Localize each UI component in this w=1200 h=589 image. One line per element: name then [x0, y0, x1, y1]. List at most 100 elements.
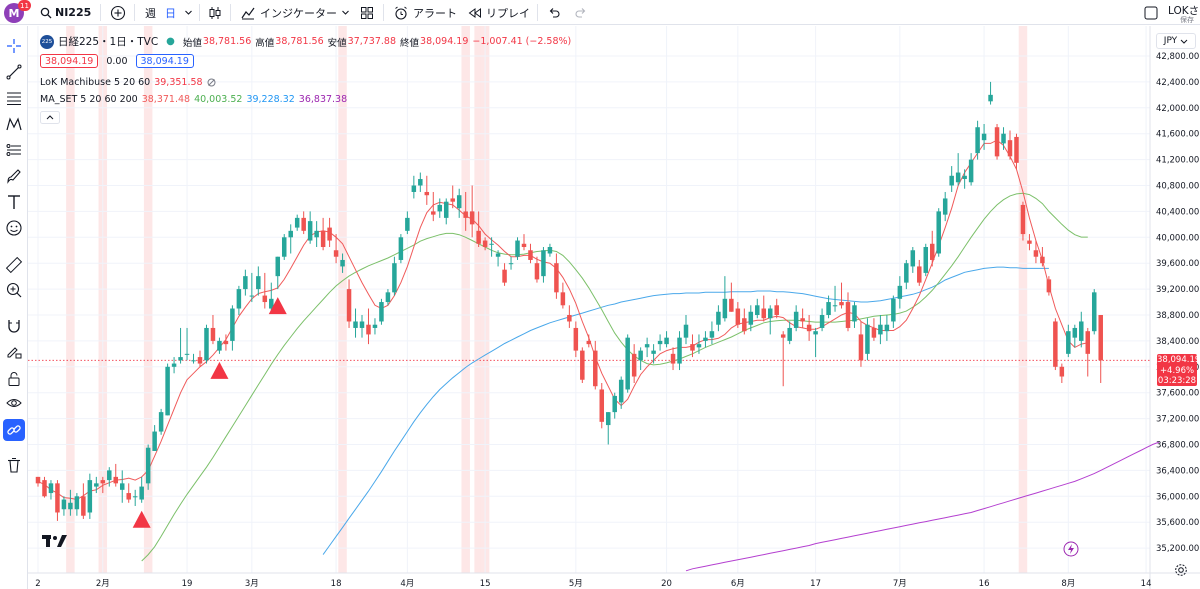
symbol-legend-row[interactable]: 225 日経225・1日・TVC ● 始値 38,781.56 高値 38,781.…: [40, 34, 572, 49]
undo-button[interactable]: [547, 2, 561, 23]
candle-body: [826, 302, 831, 315]
candle-body: [476, 230, 481, 244]
crosshair-tool[interactable]: [3, 35, 25, 57]
price-tick-label: 38,800.00: [1156, 311, 1199, 321]
price-chart[interactable]: 42,800.00 42,400.00 42,000.00 41,600.00 41,2…: [28, 26, 1200, 589]
indicators-icon: [241, 7, 255, 19]
legend-collapse-button[interactable]: [40, 111, 60, 124]
tradingview-logo[interactable]: [42, 535, 68, 549]
candle-body: [787, 327, 792, 341]
buy-price-box[interactable]: 38,094.19: [135, 54, 194, 68]
forecast-tool[interactable]: [3, 139, 25, 161]
magnet-tool[interactable]: [3, 315, 25, 337]
fib-retracement-tool[interactable]: [3, 87, 25, 109]
chart-type-button[interactable]: [207, 2, 223, 23]
candle-body: [625, 337, 630, 390]
delete-drawings-tool[interactable]: [3, 454, 25, 476]
candle-body: [243, 276, 248, 290]
time-tick-label: 20: [661, 579, 672, 589]
zoom-in-tool[interactable]: [3, 279, 25, 301]
interval-dropdown[interactable]: [184, 2, 193, 23]
candle-body: [521, 243, 527, 248]
candle-body: [126, 493, 131, 500]
candle-body: [217, 340, 222, 351]
gear-icon[interactable]: [1174, 563, 1188, 577]
indicator-row-machibuse[interactable]: LoK Machibuse 5 20 60 39,351.58: [40, 77, 216, 88]
candle-body: [703, 337, 708, 341]
trade-buttons-row: 38,094.19 0.00 38,094.19: [40, 54, 194, 68]
text-tool[interactable]: [3, 191, 25, 213]
brush-tool[interactable]: [3, 165, 25, 187]
price-tick-label: 36,400.00: [1156, 466, 1199, 476]
time-axis[interactable]: 2 2月 19 3月 18 4月 15 5月 20 6月 17 7月 16 8月 14: [35, 579, 1151, 589]
trendline-tool[interactable]: [3, 61, 25, 83]
layout-checkbox[interactable]: [1144, 2, 1158, 23]
candle-body: [806, 324, 812, 332]
candle-body: [670, 353, 676, 364]
candle-body: [722, 298, 728, 319]
time-tick-label: 3月: [245, 579, 259, 589]
time-tick-label: 18: [331, 579, 342, 589]
avatar-letter: M: [8, 6, 20, 20]
candle-body: [605, 412, 611, 426]
candle-body: [755, 305, 760, 315]
candle-body: [456, 195, 462, 209]
candle-body: [696, 344, 702, 348]
candle-body: [580, 350, 585, 380]
time-tick-label: 6月: [731, 579, 745, 589]
candle-body: [774, 305, 779, 315]
measure-tool[interactable]: [3, 254, 25, 276]
replay-button[interactable]: リプレイ: [468, 2, 530, 23]
compare-symbol-button[interactable]: [110, 2, 126, 23]
emoji-tool[interactable]: [3, 217, 25, 239]
save-status[interactable]: 保存: [1180, 16, 1194, 24]
candle-body: [677, 337, 682, 364]
currency-selector[interactable]: JPY: [1156, 33, 1196, 49]
lock-drawings-tool[interactable]: [3, 368, 25, 390]
candle-body: [852, 305, 857, 322]
last-price-change: +4.96%: [1159, 365, 1195, 376]
candle-body: [171, 363, 177, 367]
time-tick-label: 14: [1141, 579, 1152, 589]
candle-body: [314, 230, 319, 238]
candle-body: [541, 250, 546, 277]
candle-body: [35, 476, 41, 484]
alert-button[interactable]: アラート: [393, 2, 457, 23]
symbol-search-button[interactable]: NI225: [40, 2, 91, 23]
time-tick-label: 16: [979, 579, 990, 589]
sync-drawings-tool[interactable]: [3, 419, 25, 441]
highlight-band: [461, 26, 470, 573]
candle-body: [392, 263, 397, 293]
indicator-row-ma-set[interactable]: MA_SET 5 20 60 200 38,371.48 40,003.52 3…: [40, 94, 348, 105]
price-tick-label: 40,800.00: [1156, 182, 1199, 192]
sell-price-box[interactable]: 38,094.19: [40, 54, 99, 68]
indicators-dropdown[interactable]: [341, 2, 350, 23]
account-name[interactable]: LOKさん: [1168, 5, 1200, 17]
time-tick-label: 15: [480, 579, 491, 589]
candle-body: [463, 211, 468, 218]
time-tick-label: 2: [35, 579, 40, 589]
pattern-tool[interactable]: [3, 113, 25, 135]
highlight-band: [474, 26, 483, 573]
redo-button[interactable]: [574, 2, 588, 23]
candle-body: [411, 185, 417, 192]
candle-body: [878, 324, 883, 335]
candle-body: [1072, 327, 1078, 338]
price-axis[interactable]: 42,800.00 42,400.00 42,000.00 41,600.00 41,2…: [1156, 52, 1199, 554]
stay-drawing-tool[interactable]: [3, 341, 25, 363]
candle-body: [178, 357, 183, 361]
lightning-icon[interactable]: [1063, 541, 1079, 557]
interval-week-button[interactable]: 週: [145, 6, 156, 20]
layouts-button[interactable]: [360, 2, 374, 23]
price-tick-label: 35,200.00: [1156, 544, 1199, 554]
candle-body: [431, 211, 436, 215]
indicators-button[interactable]: インジケーター: [240, 2, 337, 23]
candle-body: [55, 483, 60, 513]
candle-body: [884, 324, 890, 332]
hidden-icon[interactable]: [207, 78, 216, 87]
candle-body: [353, 321, 358, 328]
interval-day-button[interactable]: 日: [165, 6, 176, 20]
candle-body: [294, 217, 300, 228]
hide-drawings-tool[interactable]: [3, 392, 25, 414]
candle-body: [301, 217, 306, 231]
